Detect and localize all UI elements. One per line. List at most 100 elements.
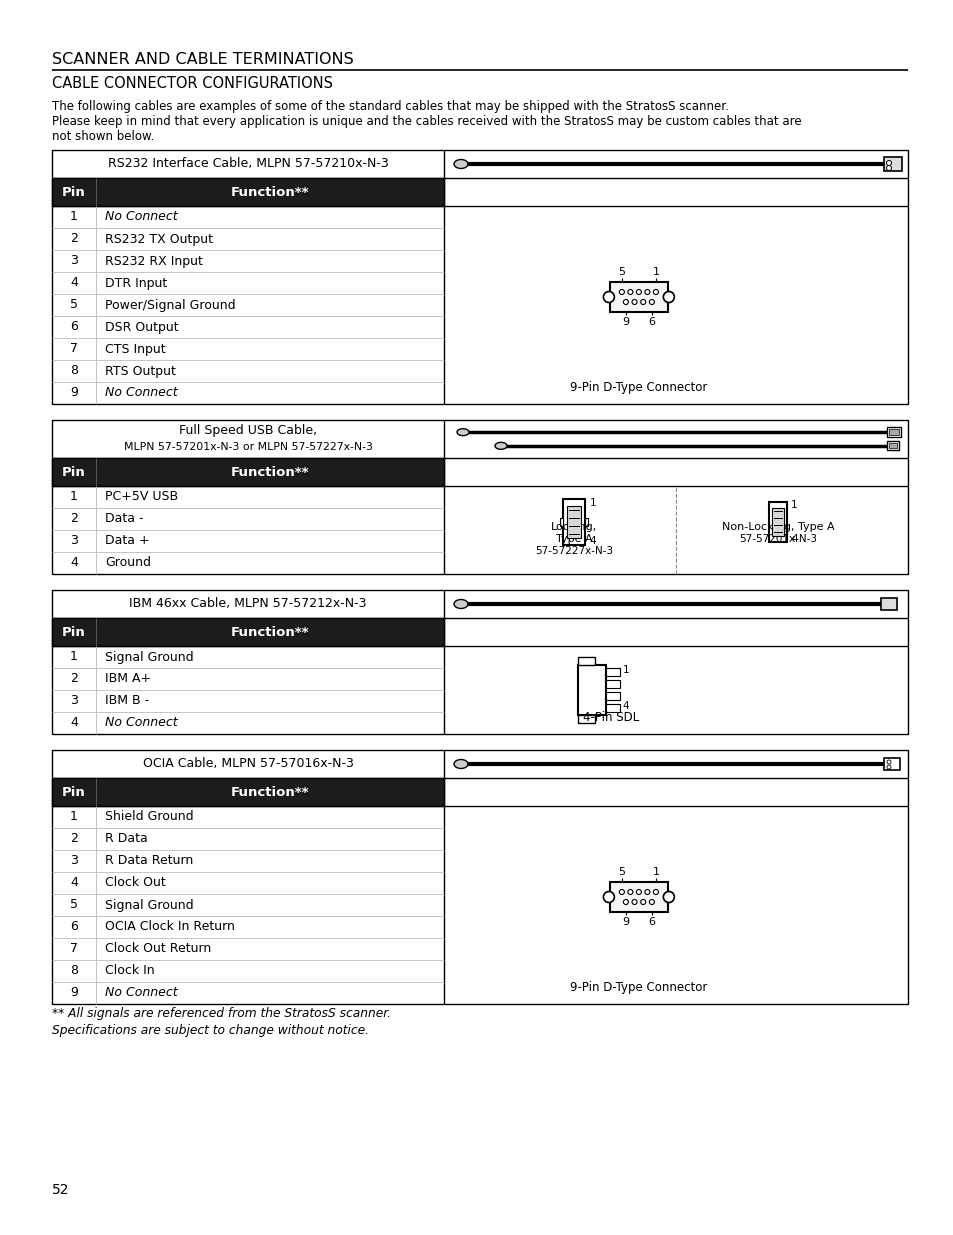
Text: 1: 1 [589,498,596,508]
Bar [52,590,907,734]
Text: IBM 46xx Cable, MLPN 57-57212x-N-3: IBM 46xx Cable, MLPN 57-57212x-N-3 [129,598,366,610]
Bar [578,664,606,715]
Circle shape [622,899,628,904]
Text: RS232 TX Output: RS232 TX Output [105,232,213,246]
Bar [606,668,619,676]
Circle shape [885,161,890,165]
Text: 7: 7 [70,342,78,356]
Bar [52,750,907,1004]
Text: Ground: Ground [105,557,151,569]
Circle shape [886,760,890,764]
Circle shape [602,892,614,903]
Text: Clock Out Return: Clock Out Return [105,942,211,956]
Bar [566,506,580,538]
Bar [52,178,443,206]
Text: No Connect: No Connect [105,210,177,224]
Text: 3: 3 [70,855,78,867]
Text: 9-Pin D-Type Connector: 9-Pin D-Type Connector [570,382,707,394]
Text: 3: 3 [70,254,78,268]
Text: Please keep in mind that every application is unique and the cables received wit: Please keep in mind that every applicati… [52,115,801,128]
Text: RS232 Interface Cable, MLPN 57-57210x-N-3: RS232 Interface Cable, MLPN 57-57210x-N-… [108,158,388,170]
Text: ** All signals are referenced from the StratosS scanner.: ** All signals are referenced from the S… [52,1007,391,1020]
Text: PC+5V USB: PC+5V USB [105,490,178,504]
Text: 4: 4 [621,701,628,711]
Text: 3: 3 [70,535,78,547]
Circle shape [622,300,628,305]
Circle shape [627,289,632,294]
Text: 4: 4 [70,277,78,289]
Text: not shown below.: not shown below. [52,130,154,143]
Text: 57-57201x-N-3: 57-57201x-N-3 [739,534,816,543]
Text: 9: 9 [621,317,629,327]
Circle shape [632,899,637,904]
Bar [880,598,896,610]
Ellipse shape [454,159,468,168]
Bar [771,508,783,536]
Text: 1: 1 [70,210,78,224]
Text: SCANNER AND CABLE TERMINATIONS: SCANNER AND CABLE TERMINATIONS [52,52,354,67]
Circle shape [653,889,658,894]
Text: Shield Ground: Shield Ground [105,810,193,824]
Circle shape [653,289,658,294]
Text: Signal Ground: Signal Ground [105,651,193,663]
Bar [606,704,619,713]
Circle shape [636,889,640,894]
Circle shape [640,899,645,904]
Ellipse shape [454,760,468,768]
Circle shape [632,300,637,305]
Circle shape [649,300,654,305]
Text: 4: 4 [70,716,78,730]
Bar [562,499,584,545]
Text: Pin: Pin [62,785,86,799]
Text: Function**: Function** [231,625,309,638]
Text: Type A: Type A [555,534,592,543]
Text: 9: 9 [621,918,629,927]
Text: 4: 4 [589,536,596,546]
Bar [52,458,443,487]
Text: Pin: Pin [62,185,86,199]
Bar [768,501,786,542]
Text: R Data: R Data [105,832,148,846]
Text: No Connect: No Connect [105,716,177,730]
Text: 8: 8 [70,364,78,378]
Text: 2: 2 [70,673,78,685]
Circle shape [644,289,649,294]
Text: 2: 2 [70,513,78,526]
Text: No Connect: No Connect [105,987,177,999]
Text: IBM A+: IBM A+ [105,673,151,685]
Text: 9: 9 [70,987,78,999]
Text: 6: 6 [648,317,655,327]
Bar [888,443,896,448]
Text: Pin: Pin [62,625,86,638]
Circle shape [636,289,640,294]
Text: Function**: Function** [231,785,309,799]
Circle shape [662,291,674,303]
Ellipse shape [454,599,468,609]
Circle shape [662,892,674,903]
Text: 6: 6 [70,321,78,333]
Text: Full Speed USB Cable,: Full Speed USB Cable, [179,424,316,437]
Text: 1: 1 [790,500,797,510]
Circle shape [618,889,623,894]
Bar [886,441,898,450]
Text: 4: 4 [70,877,78,889]
Text: 4: 4 [70,557,78,569]
Bar [584,517,587,526]
Circle shape [886,764,890,769]
Text: 5: 5 [70,899,78,911]
Bar [886,427,900,437]
Bar [609,882,667,911]
Text: CTS Input: CTS Input [105,342,166,356]
Text: 1: 1 [652,267,659,277]
Text: 8: 8 [70,965,78,977]
Text: 6: 6 [70,920,78,934]
Circle shape [885,165,890,170]
Text: RTS Output: RTS Output [105,364,175,378]
Text: No Connect: No Connect [105,387,177,399]
Text: Function**: Function** [231,466,309,478]
Text: 9: 9 [70,387,78,399]
Text: The following cables are examples of some of the standard cables that may be shi: The following cables are examples of som… [52,100,728,112]
Bar [559,517,562,526]
Text: 4-Pin SDL: 4-Pin SDL [582,711,639,724]
Text: 1: 1 [70,651,78,663]
